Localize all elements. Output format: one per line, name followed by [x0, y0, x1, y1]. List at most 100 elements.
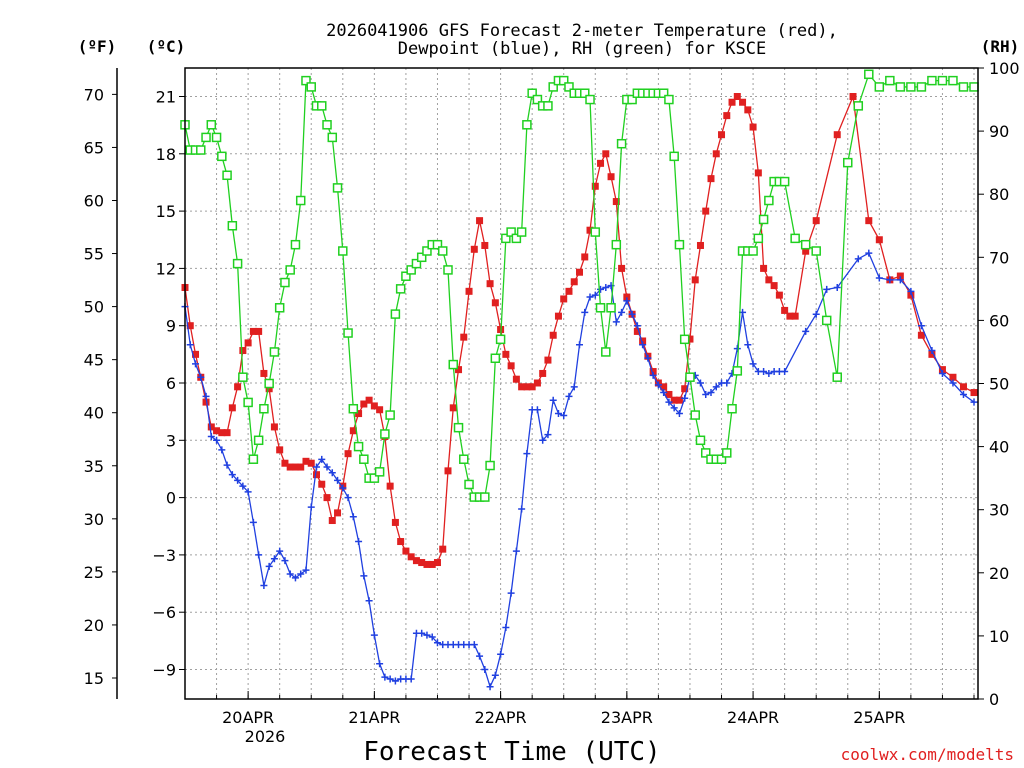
rh-tick-label: 0 [989, 690, 999, 709]
dewpoint-point [928, 347, 936, 355]
rh-point [758, 214, 769, 225]
x-tick-label: 25APR [853, 708, 905, 727]
temperature-point [733, 93, 741, 100]
dewpoint-point [202, 392, 210, 400]
temperature-point [428, 560, 436, 568]
dewpoint-point [328, 469, 336, 477]
x-tick-label: 21APR [348, 708, 400, 727]
rh-point [416, 252, 427, 263]
temperature-point [670, 396, 678, 404]
temperature-point [907, 291, 915, 299]
temperature-point [476, 217, 484, 225]
dewpoint-point [654, 381, 662, 389]
temperature-point [213, 427, 221, 435]
rh-point [348, 403, 359, 414]
fahrenheit-tick-label: 30 [84, 510, 104, 529]
temperature-point [565, 287, 573, 295]
rh-point [327, 132, 338, 143]
dewpoint-point [386, 675, 394, 683]
rh-point [669, 151, 679, 162]
temperature-point [481, 241, 489, 249]
dewpoint-point [313, 463, 320, 471]
rh-point [290, 239, 301, 250]
dewpoint-point [660, 389, 668, 397]
dewpoint-point [560, 411, 568, 419]
dewpoint-point [533, 406, 541, 414]
dewpoint-point [586, 293, 594, 301]
rh-tick-label: 70 [989, 248, 1009, 267]
plot-frame [184, 67, 979, 700]
dewpoint-point [581, 308, 589, 316]
fahrenheit-tick-label: 35 [84, 457, 104, 476]
rh-point [937, 75, 948, 86]
dewpoint-point [875, 274, 883, 282]
rh-point [264, 378, 274, 389]
rh-point [811, 246, 821, 256]
rh-point [601, 347, 611, 357]
dewpoint-point [486, 683, 494, 691]
dewpoint-point [670, 404, 678, 412]
celsius-tick-label: −9 [152, 661, 176, 680]
dewpoint-point [896, 276, 904, 284]
temperature-point [560, 295, 568, 303]
dewpoint-point [234, 476, 242, 484]
rh-point [232, 258, 243, 269]
temperature-point [875, 236, 883, 244]
rh-point [874, 82, 885, 92]
rh-point [616, 138, 627, 149]
temperature-point [307, 459, 315, 467]
temperature-point [602, 150, 610, 158]
rh-point [843, 157, 853, 168]
rh-tick-label: 60 [989, 311, 1009, 330]
temperature-point [928, 350, 936, 358]
x-axis-label: Forecast Time (UTC) [363, 737, 660, 767]
temperature-point [728, 98, 736, 106]
temperature-point [549, 331, 557, 339]
temperature-point [544, 356, 552, 364]
rh-point [727, 403, 737, 414]
temperature-point [186, 322, 194, 330]
dewpoint-point [886, 276, 894, 284]
dewpoint-point [781, 368, 789, 376]
rh-point [353, 441, 364, 452]
temperature-line [184, 93, 975, 566]
rh-series [180, 69, 979, 502]
temperature-point [265, 385, 273, 393]
temperature-point [433, 559, 441, 567]
rh-point [243, 397, 253, 408]
rh-point [253, 435, 264, 446]
rh-point [238, 372, 248, 382]
temperature-point [370, 402, 378, 410]
rh-point [248, 454, 259, 464]
rh-point [732, 366, 743, 376]
temperature-point [376, 406, 384, 414]
temperature-point [675, 396, 683, 404]
rh-tick-label: 40 [989, 438, 1009, 457]
rh-point [411, 258, 422, 269]
rh-point [821, 315, 832, 326]
rh-tick-label: 10 [989, 627, 1009, 646]
dewpoint-point [218, 446, 226, 454]
dewpoint-point [549, 396, 557, 404]
dewpoint-point [707, 389, 715, 397]
temperature-point [623, 293, 631, 301]
rh-point [895, 82, 906, 92]
dewpoint-point [812, 310, 820, 318]
rh-point [222, 170, 232, 181]
rh-point [453, 422, 464, 433]
temperature-point [786, 312, 794, 320]
temperature-point [397, 538, 405, 546]
dewpoint-point [749, 360, 757, 368]
x-tick-label: 20APR [222, 708, 274, 727]
celsius-tick-label: 9 [166, 317, 176, 336]
dewpoint-point [355, 538, 363, 546]
temperature-point [507, 362, 515, 370]
temperature-point [439, 545, 447, 553]
temperature-point [518, 383, 526, 391]
rh-point [406, 265, 416, 275]
x-tick-label: 24APR [727, 708, 779, 727]
temperature-point [665, 390, 673, 398]
fahrenheit-unit-label: (ºF) [78, 37, 117, 56]
temperature-point [512, 375, 520, 383]
